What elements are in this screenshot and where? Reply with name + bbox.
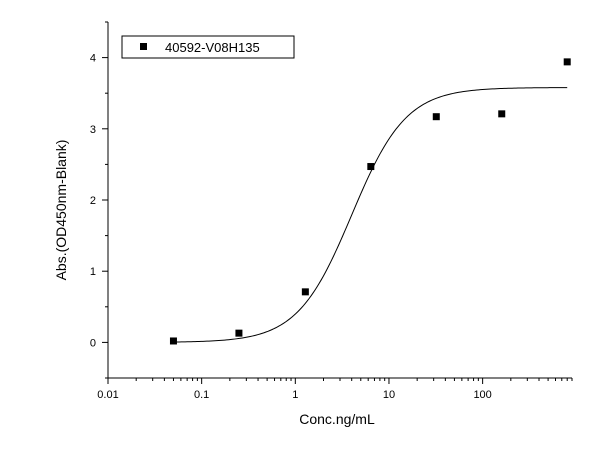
data-point bbox=[367, 163, 375, 171]
x-tick-label: 0.1 bbox=[194, 389, 209, 401]
axes bbox=[107, 22, 572, 379]
legend-marker-square bbox=[140, 43, 147, 50]
y-tick-label: 0 bbox=[90, 337, 96, 349]
data-point bbox=[498, 110, 506, 118]
x-tick-label: 10 bbox=[383, 389, 395, 401]
legend-label: 40592-V08H135 bbox=[165, 40, 260, 55]
data-point bbox=[432, 113, 440, 121]
fit-curve bbox=[173, 87, 568, 343]
legend-box bbox=[121, 35, 295, 59]
x-axis-label: Conc.ng/mL bbox=[299, 411, 375, 427]
x-tick-label: 0.01 bbox=[97, 389, 118, 401]
x-tick-label: 1 bbox=[292, 389, 298, 401]
y-tick-label: 3 bbox=[90, 124, 96, 136]
data-point bbox=[301, 288, 309, 296]
data-point bbox=[235, 329, 243, 337]
data-point bbox=[169, 337, 177, 345]
data-points-layer bbox=[169, 58, 571, 345]
x-tick-label: 100 bbox=[473, 389, 491, 401]
y-tick-label: 2 bbox=[90, 195, 96, 207]
data-point bbox=[563, 58, 571, 66]
ticks: 0.01 0.1 1 10 100 0 1 2 3 4 bbox=[90, 21, 573, 401]
y-tick-label: 1 bbox=[90, 266, 96, 278]
fit-curve-layer bbox=[173, 87, 568, 343]
y-tick-label: 4 bbox=[90, 53, 96, 65]
legend: 40592-V08H135 bbox=[121, 35, 295, 59]
y-axis-label: Abs.(OD450nm-Blank) bbox=[53, 140, 69, 281]
